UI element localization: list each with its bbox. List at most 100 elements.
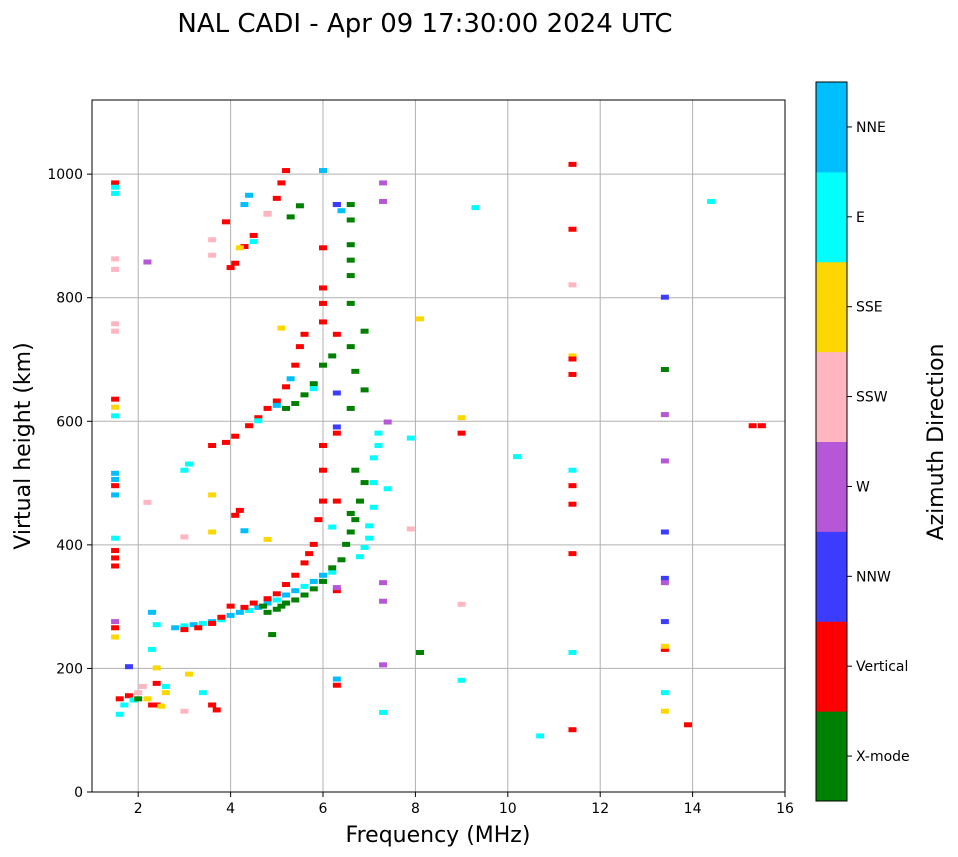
data-point-vertical [568, 551, 577, 557]
data-point-vertical [231, 512, 240, 518]
data-point-x-mode [342, 541, 351, 547]
colorbar-swatch-w [816, 441, 847, 532]
y-tick-label: 200 [56, 661, 83, 677]
data-point-e [180, 467, 189, 473]
data-point-e [180, 623, 189, 629]
data-point-vertical [568, 483, 577, 489]
data-point-x-mode [328, 565, 337, 571]
data-points [111, 161, 766, 739]
data-point-x-mode [346, 257, 355, 263]
data-point-x-mode [134, 696, 143, 702]
colorbar-swatch-ssw [816, 351, 847, 442]
data-point-vertical [319, 467, 327, 473]
data-point-e [365, 535, 374, 541]
data-point-nne [291, 588, 300, 594]
data-point-x-mode [360, 328, 369, 334]
data-point-vertical [111, 180, 120, 186]
data-point-vertical [111, 483, 120, 489]
data-point-ssw [111, 266, 120, 272]
data-point-sse [568, 353, 577, 359]
y-tick-label: 400 [56, 538, 83, 554]
data-point-e [272, 597, 281, 603]
data-point-ssw [180, 534, 189, 540]
data-point-vertical [291, 572, 300, 578]
data-point-e [328, 524, 337, 530]
data-point-nne [319, 572, 327, 578]
data-point-nne [319, 168, 327, 174]
data-point-w [379, 180, 388, 186]
data-point-vertical [263, 596, 272, 602]
y-axis-label: Virtual height (km) [11, 342, 36, 549]
data-point-nnw [660, 619, 669, 625]
data-point-nnw [332, 202, 341, 208]
chart-title: NAL CADI - Apr 09 17:30:00 2024 UTC [177, 9, 672, 39]
data-point-vertical [208, 702, 217, 708]
data-point-ssw [138, 683, 147, 689]
data-point-e [111, 184, 120, 190]
data-point-vertical [212, 707, 221, 713]
data-point-vertical [249, 600, 258, 606]
data-point-e [360, 544, 369, 550]
data-point-w [332, 585, 341, 591]
data-point-nne [226, 612, 235, 618]
data-point-ssw [111, 321, 120, 327]
data-point-vertical [226, 265, 235, 271]
data-point-vertical [332, 331, 341, 337]
data-point-x-mode [282, 600, 291, 606]
data-point-e [249, 239, 258, 245]
data-point-sse [185, 671, 194, 677]
colorbar-label: Azimuth Direction [924, 343, 949, 540]
colorbar-swatch-nne [816, 82, 847, 173]
data-point-nne [272, 402, 281, 408]
data-point-e [379, 709, 388, 715]
data-point-nne [171, 625, 180, 631]
x-tick-label: 4 [226, 801, 235, 817]
colorbar: X-mode Vertical NNW W SSW SSE E NNE [815, 81, 910, 802]
data-point-e [457, 677, 466, 683]
data-point-e [161, 683, 170, 689]
data-point-vertical [568, 356, 577, 362]
data-point-vertical [332, 588, 341, 594]
data-point-x-mode [300, 392, 309, 398]
data-point-vertical [332, 430, 341, 436]
data-point-nne [254, 604, 263, 610]
x-tick-label: 8 [411, 801, 420, 817]
data-point-x-mode [258, 603, 267, 609]
data-point-nne [337, 208, 346, 214]
data-point-vertical [180, 627, 189, 633]
data-point-nne [111, 470, 120, 476]
data-point-e [198, 620, 207, 626]
data-point-nnw [660, 294, 669, 300]
data-point-vertical [319, 245, 327, 251]
data-point-vertical [319, 319, 327, 325]
data-point-e [513, 454, 522, 460]
data-point-vertical [660, 646, 669, 652]
data-point-x-mode [351, 467, 360, 473]
data-point-vertical [291, 362, 300, 368]
data-point-nne [111, 492, 120, 498]
grid [92, 100, 786, 793]
data-point-w [379, 662, 388, 668]
data-point-w [660, 458, 669, 464]
colorbar-tick-label: Vertical [856, 659, 908, 675]
data-point-e [309, 386, 318, 392]
data-point-x-mode [319, 578, 327, 584]
data-point-e [374, 430, 383, 436]
data-point-x-mode [360, 480, 369, 486]
data-point-vertical [568, 727, 577, 733]
data-point-nnw [332, 390, 341, 396]
data-point-e [365, 523, 374, 529]
data-point-vertical [240, 604, 249, 610]
data-point-vertical [683, 722, 692, 728]
data-point-ssw [406, 526, 415, 532]
data-point-vertical [314, 517, 323, 523]
data-point-w [660, 412, 669, 418]
data-point-vertical [282, 582, 291, 588]
data-point-ssw [208, 252, 217, 258]
colorbar-tick-label: E [856, 210, 865, 226]
data-point-e [355, 554, 364, 560]
data-point-vertical [240, 244, 249, 250]
data-point-vertical [305, 551, 314, 557]
data-point-vertical [277, 180, 286, 186]
data-point-e [383, 486, 392, 492]
